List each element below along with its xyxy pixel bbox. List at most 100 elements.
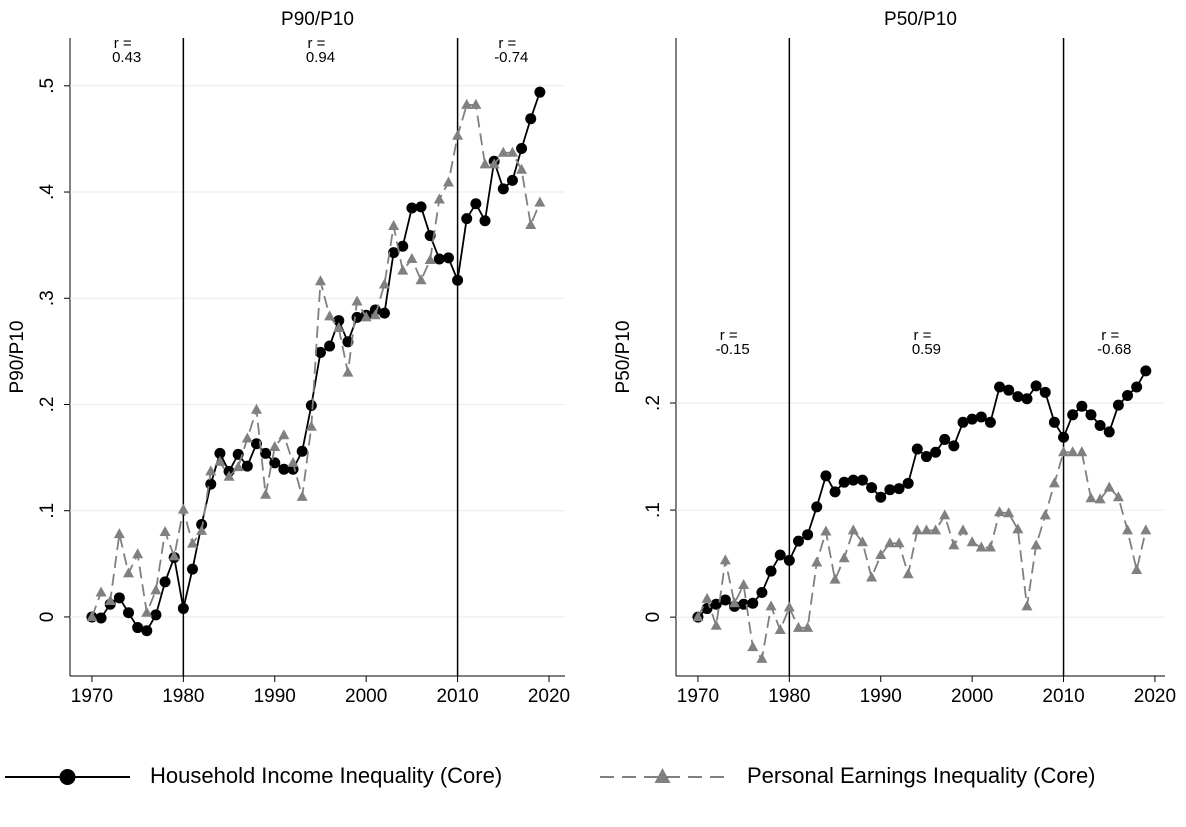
marker [159,576,171,588]
marker [351,295,363,306]
marker [975,541,987,552]
annotation-label: r = [720,327,738,344]
marker [269,440,281,451]
marker [902,568,914,579]
marker [765,565,777,577]
marker [369,309,381,320]
marker [728,597,740,608]
marker [765,600,777,611]
x-tick-label: 1970 [71,686,113,707]
x-tick-label: 2020 [1134,686,1176,707]
marker [692,611,704,622]
marker [1140,524,1152,535]
marker [214,447,226,459]
marker [534,86,546,98]
marker [470,198,482,210]
marker [1048,416,1060,428]
annotation-value: 0.94 [306,49,335,66]
marker [278,463,290,475]
annotation-value: -0.15 [716,341,750,358]
marker [205,465,217,476]
marker [1003,384,1015,396]
marker [86,610,98,621]
marker [1039,509,1051,520]
marker [710,619,722,630]
annotation-value: -0.74 [494,49,528,66]
marker [1122,524,1134,535]
marker [811,556,823,567]
x-tick-label: 1970 [677,686,719,707]
marker [1112,491,1124,502]
marker [1140,365,1152,377]
marker [984,416,996,428]
marker [488,158,500,169]
marker [875,491,887,503]
annotation-value: 0.43 [112,49,141,66]
marker [847,474,859,486]
marker [856,474,868,486]
marker [1067,446,1079,457]
marker [984,541,996,552]
legend-label: Household Income Inequality (Core) [150,763,502,788]
series-line [697,451,1147,662]
marker [920,524,932,535]
marker [747,641,759,652]
marker [957,416,969,428]
marker [756,587,768,599]
panel-title: P50/P10 [884,9,957,30]
marker [95,612,107,624]
y-tick-label: .1 [643,502,664,518]
marker [948,539,960,550]
x-tick-label: 1990 [860,686,902,707]
marker [719,594,731,606]
marker [214,455,226,466]
marker [232,448,244,460]
marker [232,461,244,472]
marker [406,202,418,214]
legend-label: Personal Earnings Inequality (Core) [747,763,1096,788]
marker [911,443,923,455]
marker [1067,409,1079,421]
marker [314,346,326,358]
marker [260,488,272,499]
marker [811,501,823,513]
x-tick-label: 2020 [528,686,570,707]
marker [360,311,372,322]
marker [196,519,208,531]
marker [1076,400,1088,412]
y-tick-label: .5 [37,78,58,94]
marker [792,621,804,632]
marker [506,146,518,157]
marker [296,445,308,457]
marker [305,420,317,431]
marker [415,201,427,213]
marker [250,403,262,414]
marker [939,509,951,520]
marker [1003,507,1015,518]
y-axis-label: P50/P10 [613,321,634,394]
marker [719,554,731,565]
marker [397,264,409,275]
series-line [91,104,541,618]
marker [223,470,235,481]
annotation-label: r = [913,327,931,344]
marker [792,535,804,547]
marker [186,537,198,548]
annotation-label: r = [114,35,132,52]
y-tick-label: .2 [37,397,58,413]
marker [1058,446,1070,457]
marker [875,549,887,560]
marker [132,548,144,559]
marker [1131,564,1143,575]
marker [479,158,491,169]
marker [856,536,868,547]
marker [497,183,509,195]
x-tick-label: 1990 [254,686,296,707]
marker [838,552,850,563]
marker [930,446,942,458]
marker [525,113,537,125]
marker [168,550,180,561]
panel-title: P90/P10 [281,9,354,30]
marker [525,218,537,229]
